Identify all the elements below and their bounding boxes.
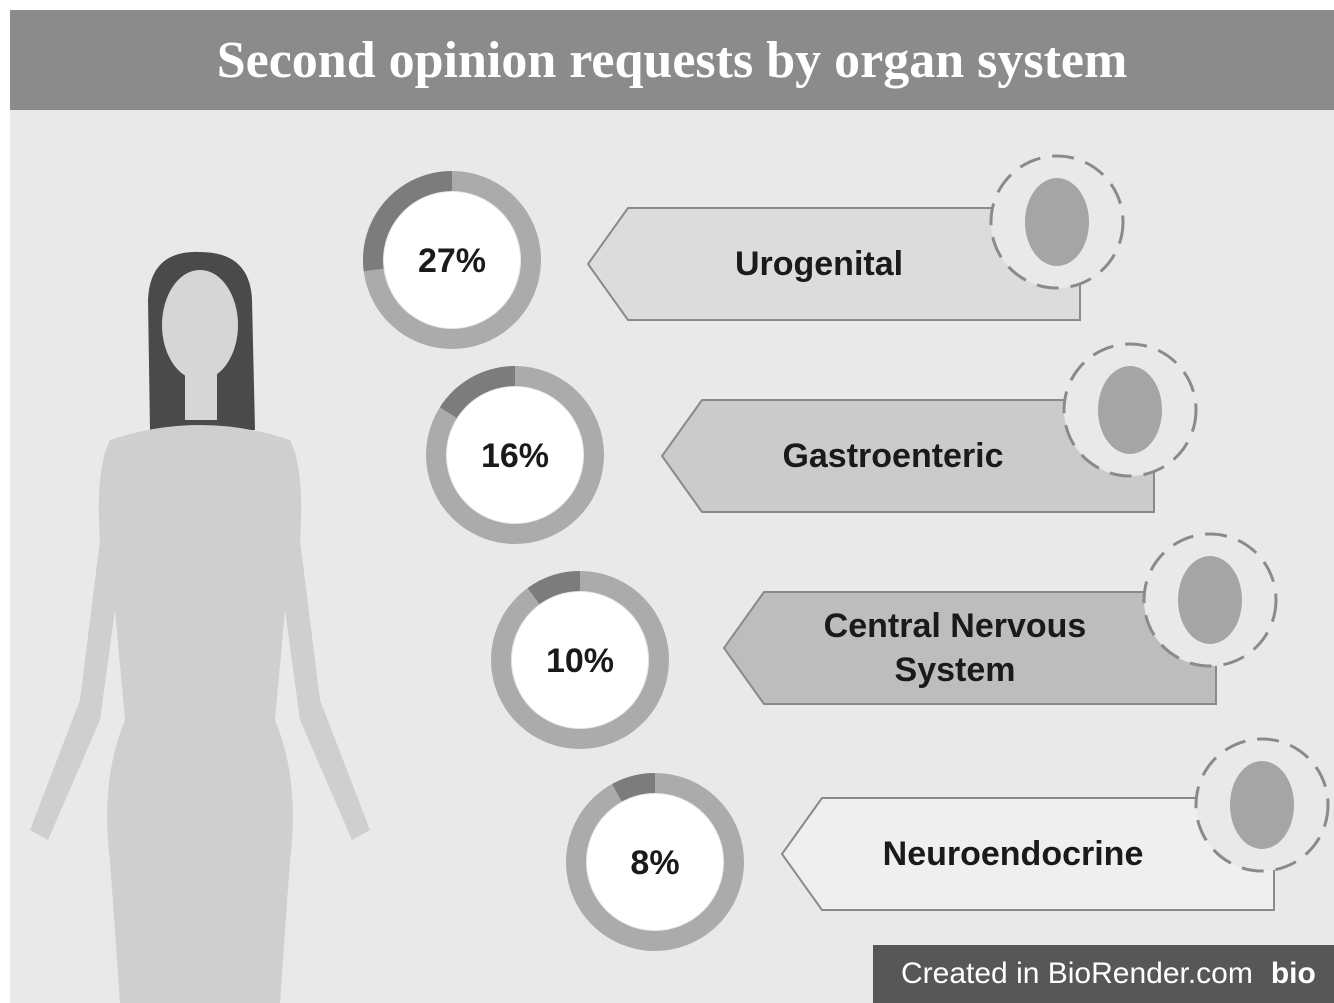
organ-shape [1098,366,1162,454]
value-label: 27% [418,242,486,280]
donut-arc [617,783,655,793]
value-label: 10% [546,642,614,680]
value-label: 8% [630,844,679,882]
value-label: 16% [481,437,549,475]
logo: bio [1271,957,1316,991]
organ-shape [1230,761,1294,849]
category-label: Gastroenteric [722,400,1064,512]
source: Created in BioRender.com [901,957,1253,991]
category-label: Urogenital [648,208,990,320]
organ-shape [1025,178,1089,266]
category-label: Neuroendocrine [842,798,1184,910]
category-label: Central Nervous System [784,592,1126,704]
infographic: 27% 16% 10% 8% Second opinion requests by o… [0,0,1334,1003]
chart-title: Second opinion requests by organ system [10,10,1334,110]
credit-banner: Created in BioRender.com bio [873,945,1334,1003]
organ-shape [1178,556,1242,644]
